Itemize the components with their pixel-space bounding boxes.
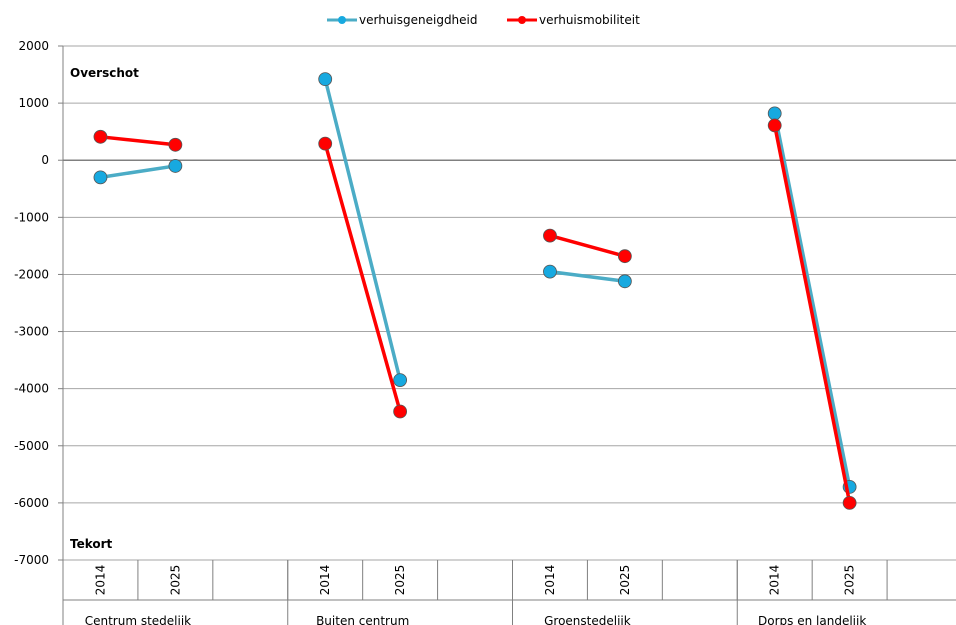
data-point bbox=[318, 136, 333, 151]
series-line-segment bbox=[98, 164, 178, 180]
y-tick-label: 1000 bbox=[18, 96, 49, 110]
data-point bbox=[93, 170, 108, 185]
y-tick-label: 0 bbox=[41, 153, 49, 167]
x-tick-label: 2025 bbox=[618, 565, 632, 596]
y-tick-label: -6000 bbox=[14, 496, 49, 510]
legend: verhuisgeneigdheid verhuismobiliteit bbox=[327, 13, 640, 27]
legend-label: verhuismobiliteit bbox=[539, 13, 640, 27]
x-axis: 2014 2025 Centrum stedelijk 2014 2025 Buiten … bbox=[62, 560, 956, 625]
annotation-tekort: Tekort bbox=[70, 537, 113, 551]
data-point bbox=[168, 137, 183, 152]
series-line-segment bbox=[772, 111, 852, 489]
legend-item-verhuisgeneigdheid: verhuisgeneigdheid bbox=[327, 13, 478, 27]
series-line-segment bbox=[772, 123, 852, 505]
y-tick-label: -3000 bbox=[14, 325, 49, 339]
data-point bbox=[543, 264, 557, 279]
data-point bbox=[543, 228, 557, 243]
y-tick-label: -5000 bbox=[14, 439, 49, 453]
data-point bbox=[393, 404, 408, 419]
y-tick-label: -2000 bbox=[14, 267, 49, 281]
data-point bbox=[393, 373, 408, 388]
data-point bbox=[767, 106, 782, 121]
legend-item-verhuismobiliteit: verhuismobiliteit bbox=[507, 13, 640, 27]
x-group-label: Centrum stedelijk bbox=[85, 614, 191, 625]
data-point bbox=[617, 274, 632, 289]
x-tick-label: 2014 bbox=[768, 565, 782, 596]
y-axis: 2000 1000 0 -1000 -2000 -3000 -4000 -5000 -6000 -… bbox=[14, 39, 64, 625]
x-tick-label: 2014 bbox=[93, 565, 107, 596]
x-group-label: Buiten centrum bbox=[316, 614, 409, 625]
legend-swatch-marker bbox=[338, 16, 346, 24]
x-tick-label: 2025 bbox=[393, 565, 407, 596]
y-tick-label: -4000 bbox=[14, 382, 49, 396]
x-group-label: Dorps en landelijk bbox=[758, 614, 866, 625]
y-tick-label: 2000 bbox=[18, 39, 49, 53]
y-tick-label: -1000 bbox=[14, 210, 49, 224]
x-tick-label: 2025 bbox=[843, 565, 857, 596]
series-verhuismobiliteit bbox=[93, 118, 857, 510]
legend-swatch-marker bbox=[518, 16, 526, 24]
x-tick-label: 2025 bbox=[168, 565, 182, 596]
x-tick-label: 2014 bbox=[318, 565, 332, 596]
series-line-segment bbox=[98, 135, 178, 147]
series-line-segment bbox=[548, 269, 627, 284]
data-point bbox=[842, 495, 857, 510]
series-line-segment bbox=[323, 77, 402, 382]
data-point bbox=[767, 118, 782, 133]
y-tick-label: -7000 bbox=[14, 553, 49, 567]
data-point bbox=[93, 129, 108, 144]
series-verhuisgeneigdheid bbox=[93, 72, 857, 494]
gridlines bbox=[63, 45, 956, 561]
data-point bbox=[617, 249, 632, 264]
data-point bbox=[168, 159, 183, 173]
x-group-label: Groenstedelijk bbox=[544, 614, 631, 625]
x-tick-label: 2014 bbox=[543, 565, 557, 596]
legend-label: verhuisgeneigdheid bbox=[359, 13, 478, 27]
data-point bbox=[318, 72, 333, 87]
series-line-segment bbox=[548, 233, 627, 258]
series-layer bbox=[93, 72, 857, 510]
series-line-segment bbox=[323, 141, 402, 414]
annotation-overschot: Overschot bbox=[70, 66, 139, 80]
